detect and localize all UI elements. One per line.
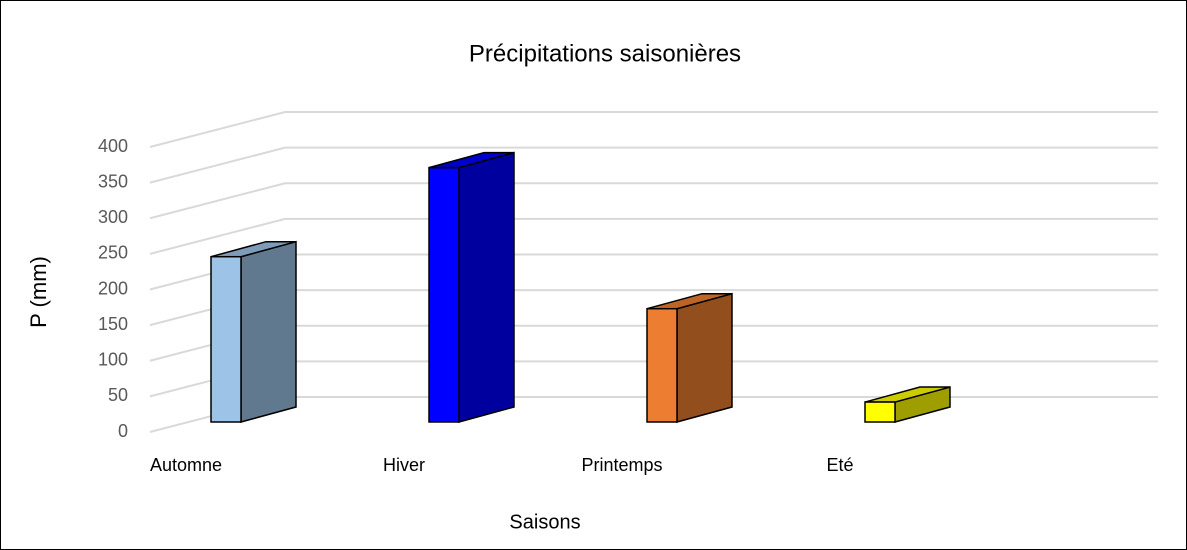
chart-title: Précipitations saisonières [469,40,741,67]
y-axis-label: P (mm) [26,256,51,328]
x-tick-label: Printemps [581,455,662,475]
grid-line [149,146,1158,184]
y-tick-label: 100 [98,350,128,370]
y-tick-label: 250 [98,243,128,263]
y-tick-label: 400 [98,136,128,156]
y-tick-label: 50 [108,385,128,405]
bar-side [676,292,733,423]
bar [646,307,678,423]
y-tick-label: 350 [98,171,128,191]
bar-side [240,240,297,423]
bar-side [458,151,515,423]
y-tick-label: 200 [98,278,128,298]
x-tick-label: Hiver [383,455,425,475]
x-tick-label: Eté [826,455,853,475]
bar [428,166,460,423]
bar [210,255,242,423]
y-tick-label: 150 [98,314,128,334]
x-tick-label: Automne [150,455,222,475]
grid-line [149,111,1158,148]
grid-line [149,182,1158,220]
y-tick-label: 300 [98,207,128,227]
y-tick-label: 0 [118,421,128,441]
bar [864,401,896,423]
x-axis-label: Saisons [509,511,580,533]
grid-line [149,217,1158,255]
